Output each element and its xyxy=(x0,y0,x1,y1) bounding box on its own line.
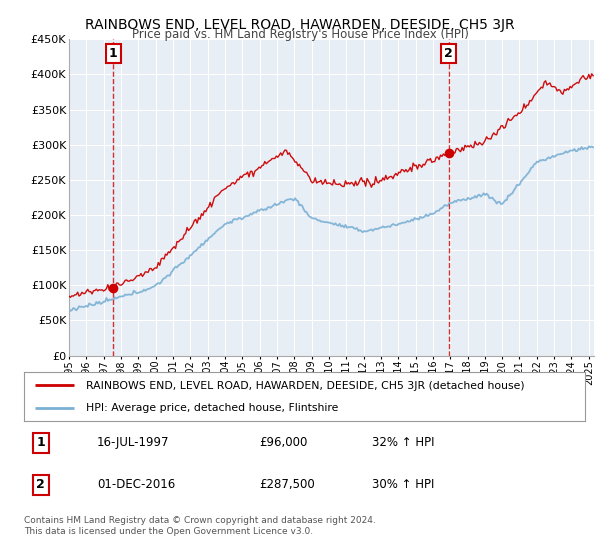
Text: £287,500: £287,500 xyxy=(260,478,316,491)
Text: 30% ↑ HPI: 30% ↑ HPI xyxy=(372,478,434,491)
Text: RAINBOWS END, LEVEL ROAD, HAWARDEN, DEESIDE, CH5 3JR (detached house): RAINBOWS END, LEVEL ROAD, HAWARDEN, DEES… xyxy=(86,381,524,391)
Text: HPI: Average price, detached house, Flintshire: HPI: Average price, detached house, Flin… xyxy=(86,403,338,413)
Text: RAINBOWS END, LEVEL ROAD, HAWARDEN, DEESIDE, CH5 3JR: RAINBOWS END, LEVEL ROAD, HAWARDEN, DEES… xyxy=(85,18,515,32)
Text: 2: 2 xyxy=(37,478,45,491)
Text: 32% ↑ HPI: 32% ↑ HPI xyxy=(372,436,434,450)
Text: 1: 1 xyxy=(109,47,118,60)
Text: 16-JUL-1997: 16-JUL-1997 xyxy=(97,436,169,450)
Text: 2: 2 xyxy=(445,47,453,60)
Text: 01-DEC-2016: 01-DEC-2016 xyxy=(97,478,175,491)
Text: 1: 1 xyxy=(37,436,45,450)
Text: Price paid vs. HM Land Registry's House Price Index (HPI): Price paid vs. HM Land Registry's House … xyxy=(131,28,469,41)
Text: Contains HM Land Registry data © Crown copyright and database right 2024.
This d: Contains HM Land Registry data © Crown c… xyxy=(24,516,376,536)
Text: £96,000: £96,000 xyxy=(260,436,308,450)
